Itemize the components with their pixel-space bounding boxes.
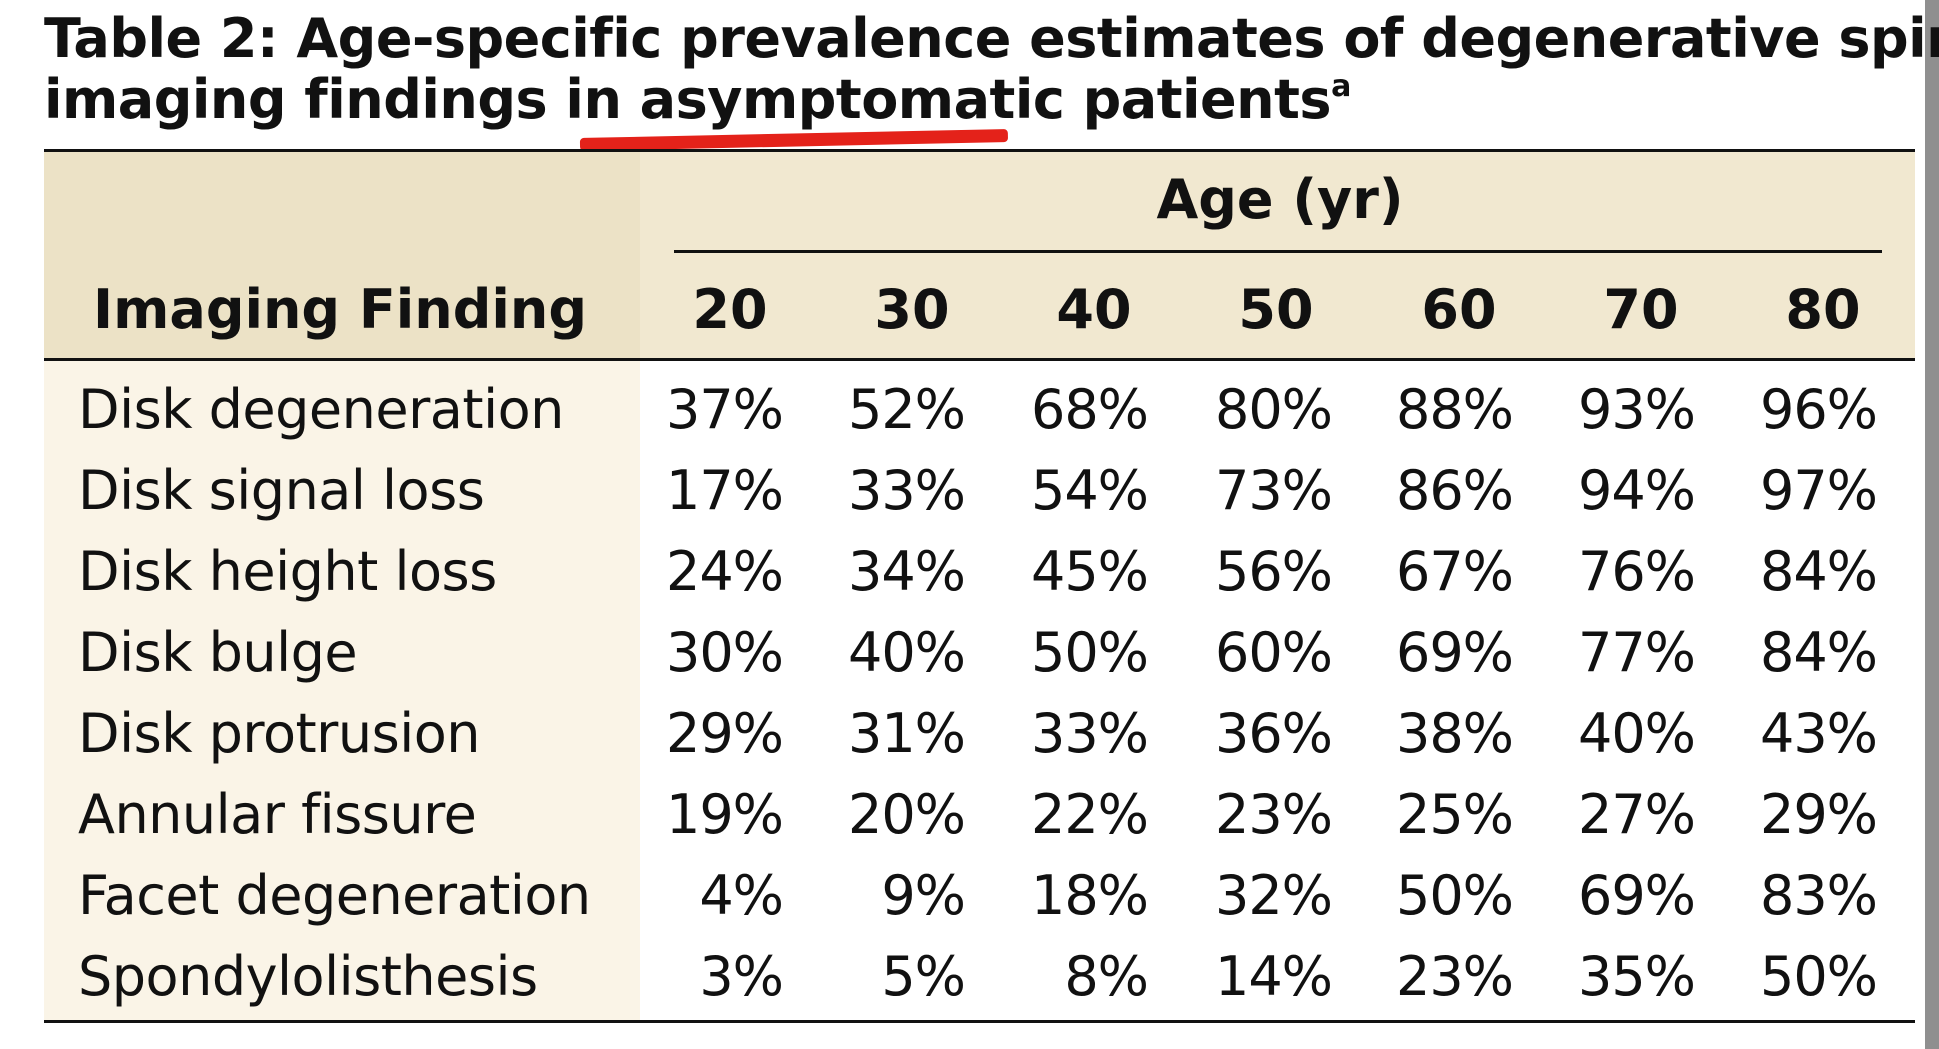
finding-label: Disk degeneration bbox=[78, 378, 564, 441]
age-header-80: 80 bbox=[1785, 278, 1861, 341]
prevalence-cell-age-40: 54% bbox=[1030, 459, 1149, 522]
table-row: Facet degeneration 4% 9% 18% 32% 50% 69% 83% bbox=[44, 856, 1915, 936]
age-header-50: 50 bbox=[1238, 278, 1314, 341]
table-bottom-rule bbox=[44, 1020, 1915, 1023]
prevalence-cell-age-80: 29% bbox=[1759, 783, 1878, 846]
finding-header-background bbox=[44, 152, 640, 359]
table-top-rule bbox=[44, 149, 1915, 152]
finding-label: Facet degeneration bbox=[78, 864, 591, 927]
prevalence-cell-age-50: 14% bbox=[1214, 945, 1333, 1008]
prevalence-cell-age-60: 69% bbox=[1395, 621, 1514, 684]
prevalence-cell-age-20: 24% bbox=[665, 540, 784, 603]
age-header-20: 20 bbox=[692, 278, 768, 341]
prevalence-cell-age-30: 9% bbox=[881, 864, 966, 927]
prevalence-cell-age-50: 32% bbox=[1214, 864, 1333, 927]
table-row: Disk degeneration 37% 52% 68% 80% 88% 93% 96% bbox=[44, 370, 1915, 450]
finding-label: Annular fissure bbox=[78, 783, 477, 846]
prevalence-cell-age-60: 25% bbox=[1395, 783, 1514, 846]
prevalence-cell-age-80: 43% bbox=[1759, 702, 1878, 765]
table-row: Spondylolisthesis 3% 5% 8% 14% 23% 35% 50% bbox=[44, 937, 1915, 1017]
prevalence-cell-age-70: 69% bbox=[1577, 864, 1696, 927]
table-title: Table 2: Age-specific prevalence estimat… bbox=[44, 7, 1939, 130]
finding-label: Disk bulge bbox=[78, 621, 358, 684]
prevalence-cell-age-20: 37% bbox=[665, 378, 784, 441]
age-header-40: 40 bbox=[1056, 278, 1132, 341]
prevalence-cell-age-70: 93% bbox=[1577, 378, 1696, 441]
prevalence-cell-age-60: 86% bbox=[1395, 459, 1514, 522]
prevalence-cell-age-30: 20% bbox=[847, 783, 966, 846]
prevalence-cell-age-80: 84% bbox=[1759, 540, 1878, 603]
prevalence-cell-age-30: 31% bbox=[847, 702, 966, 765]
prevalence-cell-age-40: 8% bbox=[1064, 945, 1149, 1008]
finding-label: Disk protrusion bbox=[78, 702, 480, 765]
prevalence-cell-age-60: 23% bbox=[1395, 945, 1514, 1008]
age-header-30: 30 bbox=[874, 278, 950, 341]
finding-label: Disk signal loss bbox=[78, 459, 485, 522]
prevalence-cell-age-80: 97% bbox=[1759, 459, 1878, 522]
header-bottom-rule bbox=[44, 358, 1915, 361]
age-header-60: 60 bbox=[1421, 278, 1497, 341]
prevalence-cell-age-30: 40% bbox=[847, 621, 966, 684]
table-header-background bbox=[44, 152, 1915, 359]
prevalence-cell-age-50: 60% bbox=[1214, 621, 1333, 684]
prevalence-cell-age-70: 40% bbox=[1577, 702, 1696, 765]
prevalence-cell-age-50: 36% bbox=[1214, 702, 1333, 765]
prevalence-cell-age-20: 3% bbox=[699, 945, 784, 1008]
title-footnote-marker: a bbox=[1331, 69, 1351, 104]
age-group-header: Age (yr) bbox=[1156, 168, 1404, 231]
red-annotation-underline bbox=[579, 129, 1009, 151]
age-header-70: 70 bbox=[1603, 278, 1679, 341]
prevalence-cell-age-60: 67% bbox=[1395, 540, 1514, 603]
prevalence-cell-age-70: 76% bbox=[1577, 540, 1696, 603]
prevalence-cell-age-50: 56% bbox=[1214, 540, 1333, 603]
prevalence-cell-age-50: 23% bbox=[1214, 783, 1333, 846]
imaging-finding-header: Imaging Finding bbox=[93, 278, 587, 341]
table-row: Disk protrusion 29% 31% 33% 36% 38% 40% 43% bbox=[44, 694, 1915, 774]
table-title-line-2: imaging findings in asymptomatic patient… bbox=[44, 69, 1924, 130]
prevalence-cell-age-80: 84% bbox=[1759, 621, 1878, 684]
prevalence-cell-age-30: 52% bbox=[847, 378, 966, 441]
prevalence-cell-age-30: 5% bbox=[881, 945, 966, 1008]
table-title-line-2-text: imaging findings in asymptomatic patient… bbox=[44, 68, 1332, 131]
table-row: Annular fissure 19% 20% 22% 23% 25% 27% 29% bbox=[44, 775, 1915, 855]
prevalence-cell-age-80: 83% bbox=[1759, 864, 1878, 927]
prevalence-cell-age-20: 19% bbox=[665, 783, 784, 846]
prevalence-cell-age-40: 68% bbox=[1030, 378, 1149, 441]
window-edge bbox=[1925, 0, 1939, 1049]
prevalence-cell-age-70: 94% bbox=[1577, 459, 1696, 522]
prevalence-cell-age-80: 50% bbox=[1759, 945, 1878, 1008]
table-row: Disk height loss 24% 34% 45% 56% 67% 76% 84% bbox=[44, 532, 1915, 612]
prevalence-cell-age-70: 35% bbox=[1577, 945, 1696, 1008]
prevalence-cell-age-60: 50% bbox=[1395, 864, 1514, 927]
prevalence-cell-age-30: 34% bbox=[847, 540, 966, 603]
prevalence-cell-age-50: 80% bbox=[1214, 378, 1333, 441]
prevalence-cell-age-40: 33% bbox=[1030, 702, 1149, 765]
table-row: Disk signal loss 17% 33% 54% 73% 86% 94% 97% bbox=[44, 451, 1915, 531]
prevalence-cell-age-70: 77% bbox=[1577, 621, 1696, 684]
prevalence-cell-age-40: 22% bbox=[1030, 783, 1149, 846]
prevalence-cell-age-20: 4% bbox=[699, 864, 784, 927]
prevalence-cell-age-80: 96% bbox=[1759, 378, 1878, 441]
prevalence-cell-age-30: 33% bbox=[847, 459, 966, 522]
prevalence-cell-age-40: 45% bbox=[1030, 540, 1149, 603]
prevalence-cell-age-20: 30% bbox=[665, 621, 784, 684]
prevalence-cell-age-40: 50% bbox=[1030, 621, 1149, 684]
prevalence-cell-age-60: 88% bbox=[1395, 378, 1514, 441]
finding-label: Disk height loss bbox=[78, 540, 497, 603]
finding-label: Spondylolisthesis bbox=[78, 945, 538, 1008]
prevalence-cell-age-70: 27% bbox=[1577, 783, 1696, 846]
prevalence-cell-age-50: 73% bbox=[1214, 459, 1333, 522]
prevalence-cell-age-20: 17% bbox=[665, 459, 784, 522]
age-group-rule bbox=[674, 250, 1882, 253]
table-title-line-1: Table 2: Age-specific prevalence estimat… bbox=[44, 7, 1939, 70]
prevalence-cell-age-20: 29% bbox=[665, 702, 784, 765]
prevalence-cell-age-40: 18% bbox=[1030, 864, 1149, 927]
table-row: Disk bulge 30% 40% 50% 60% 69% 77% 84% bbox=[44, 613, 1915, 693]
prevalence-cell-age-60: 38% bbox=[1395, 702, 1514, 765]
